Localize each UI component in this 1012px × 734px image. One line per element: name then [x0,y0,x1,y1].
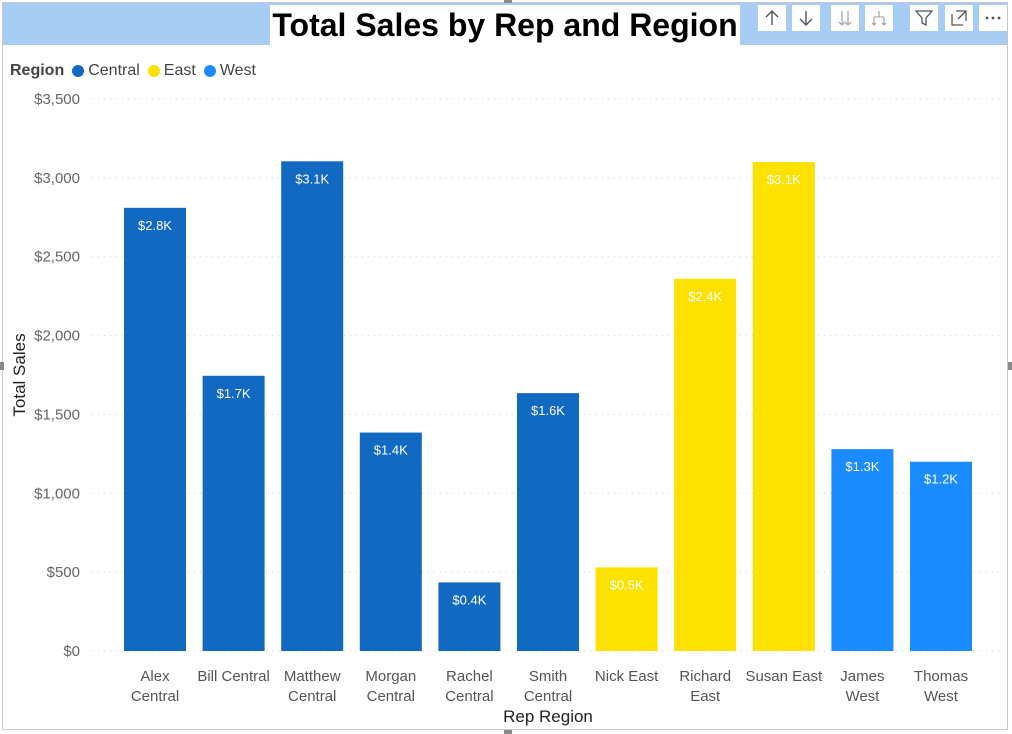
data-label: $0.4K [452,592,486,607]
x-category-label: Smith [529,668,567,685]
x-axis-title: Rep Region [503,707,593,726]
x-category-label: Morgan [365,668,416,685]
legend-dot-west [203,65,216,77]
legend-label-central: Central [88,62,140,79]
double-arrow-down-icon [838,11,852,26]
x-category-label: Rachel [446,668,493,685]
legend-dot-east [147,65,160,77]
data-label: $1.6K [531,403,565,418]
x-category-label: Nick East [595,668,659,685]
resize-handle-bottom[interactable] [504,730,512,734]
x-category-label: East [690,688,721,705]
arrow-up-icon [765,10,779,25]
bar[interactable] [831,449,894,651]
data-label: $2.8K [138,218,172,233]
resize-handle-left[interactable] [0,362,4,370]
bar[interactable] [674,278,737,651]
x-category-label: Central [445,688,493,705]
y-tick-label: $2,500 [34,249,80,266]
data-label: $1.7K [217,386,251,401]
expand-next-level-button[interactable] [865,5,893,31]
legend: Region Central East West [10,60,264,82]
x-category-label: Richard [679,668,731,685]
chart-title: Total Sales by Rep and Region [270,5,740,45]
data-label: $0.5K [610,577,644,592]
y-axis-title: Total Sales [10,333,29,416]
legend-title: Region [10,62,65,79]
y-tick-label: $3,000 [34,170,80,187]
resize-handle-top[interactable] [504,0,512,4]
data-labels: $2.8K $1.7K $3.1K $1.4K $0.4K $1.6K $0.5K $2.4K… [138,171,958,607]
focus-mode-icon [951,10,967,26]
y-tick-label: $1,500 [34,406,80,423]
data-label: $3.1K [295,171,329,186]
x-axis-categories: Alex Central Bill Central Matthew Central Mor… [131,668,968,705]
x-category-label: James [840,668,884,685]
drill-up-button[interactable] [758,5,786,31]
bar[interactable] [752,162,815,652]
bar[interactable] [281,161,344,651]
bar[interactable] [202,375,265,651]
legend-item-east[interactable]: East [147,62,196,80]
more-options-button[interactable] [979,5,1007,31]
y-tick-label: $2,000 [34,328,80,345]
bars [124,161,972,652]
bar[interactable] [595,567,658,651]
x-category-label: West [924,688,959,705]
y-axis-ticks: $0 $500 $1,000 $1,500 $2,000 $2,500 $3,000 $3,5… [34,91,80,660]
bar[interactable] [124,207,186,651]
filter-button[interactable] [910,5,938,31]
legend-label-east: East [163,62,196,79]
resize-handle-right[interactable] [1008,362,1012,370]
more-options-icon [985,16,1001,20]
filter-icon [914,10,934,27]
legend-item-west[interactable]: West [203,62,256,80]
x-category-label: Central [288,688,336,705]
focus-mode-button[interactable] [945,5,973,31]
fork-down-icon [871,11,887,26]
x-category-label: Central [367,688,415,705]
x-category-label: Alex [140,668,170,685]
legend-label-west: West [219,62,256,79]
y-tick-label: $1,000 [34,485,80,502]
x-category-label: Matthew [284,668,341,685]
arrow-down-icon [799,11,813,26]
data-label: $2.4K [688,289,722,304]
drill-down-button[interactable] [792,5,820,31]
x-category-label: Thomas [914,668,968,685]
y-tick-label: $500 [47,564,80,581]
x-category-label: Central [131,688,179,705]
y-tick-label: $0 [63,643,80,660]
bar[interactable] [910,461,972,651]
data-label: $1.3K [845,459,879,474]
bar[interactable] [517,393,579,651]
x-category-label: Bill Central [197,668,270,685]
y-tick-label: $3,500 [34,91,80,108]
data-label: $1.2K [924,472,958,487]
x-category-label: West [845,688,880,705]
go-next-level-button[interactable] [831,5,859,31]
legend-dot-central [72,65,85,77]
x-category-label: Susan East [745,668,823,685]
data-label: $3.1K [767,172,801,187]
bar[interactable] [438,582,501,651]
bar[interactable] [359,432,422,651]
x-category-label: Central [524,688,572,705]
data-label: $1.4K [374,443,408,458]
legend-item-central[interactable]: Central [72,62,140,80]
